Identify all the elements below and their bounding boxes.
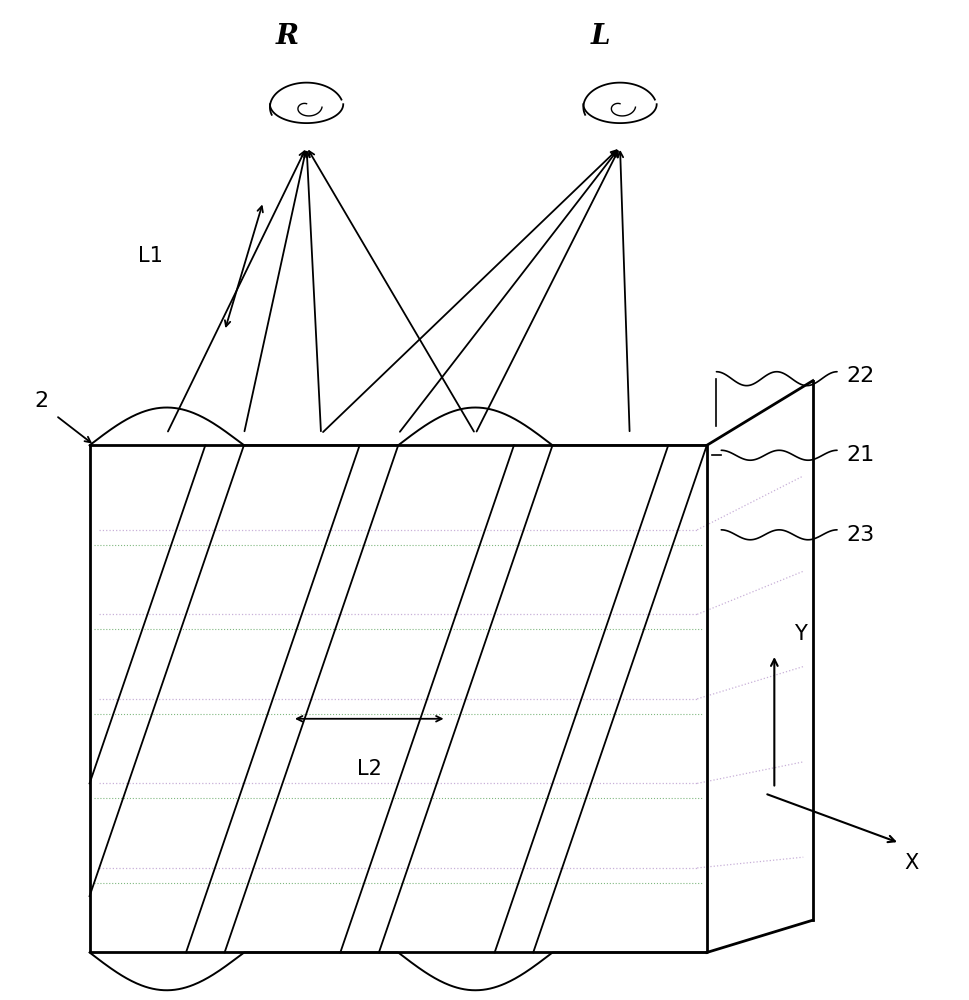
Text: 23: 23 [846,525,874,545]
Text: R: R [275,23,298,50]
Text: 21: 21 [846,445,874,465]
Text: 22: 22 [846,366,874,386]
Text: X: X [904,853,918,873]
Text: L: L [590,23,610,50]
Text: L1: L1 [138,246,163,266]
Text: Y: Y [793,624,805,644]
Text: 2: 2 [34,391,48,411]
Text: L2: L2 [357,759,382,779]
